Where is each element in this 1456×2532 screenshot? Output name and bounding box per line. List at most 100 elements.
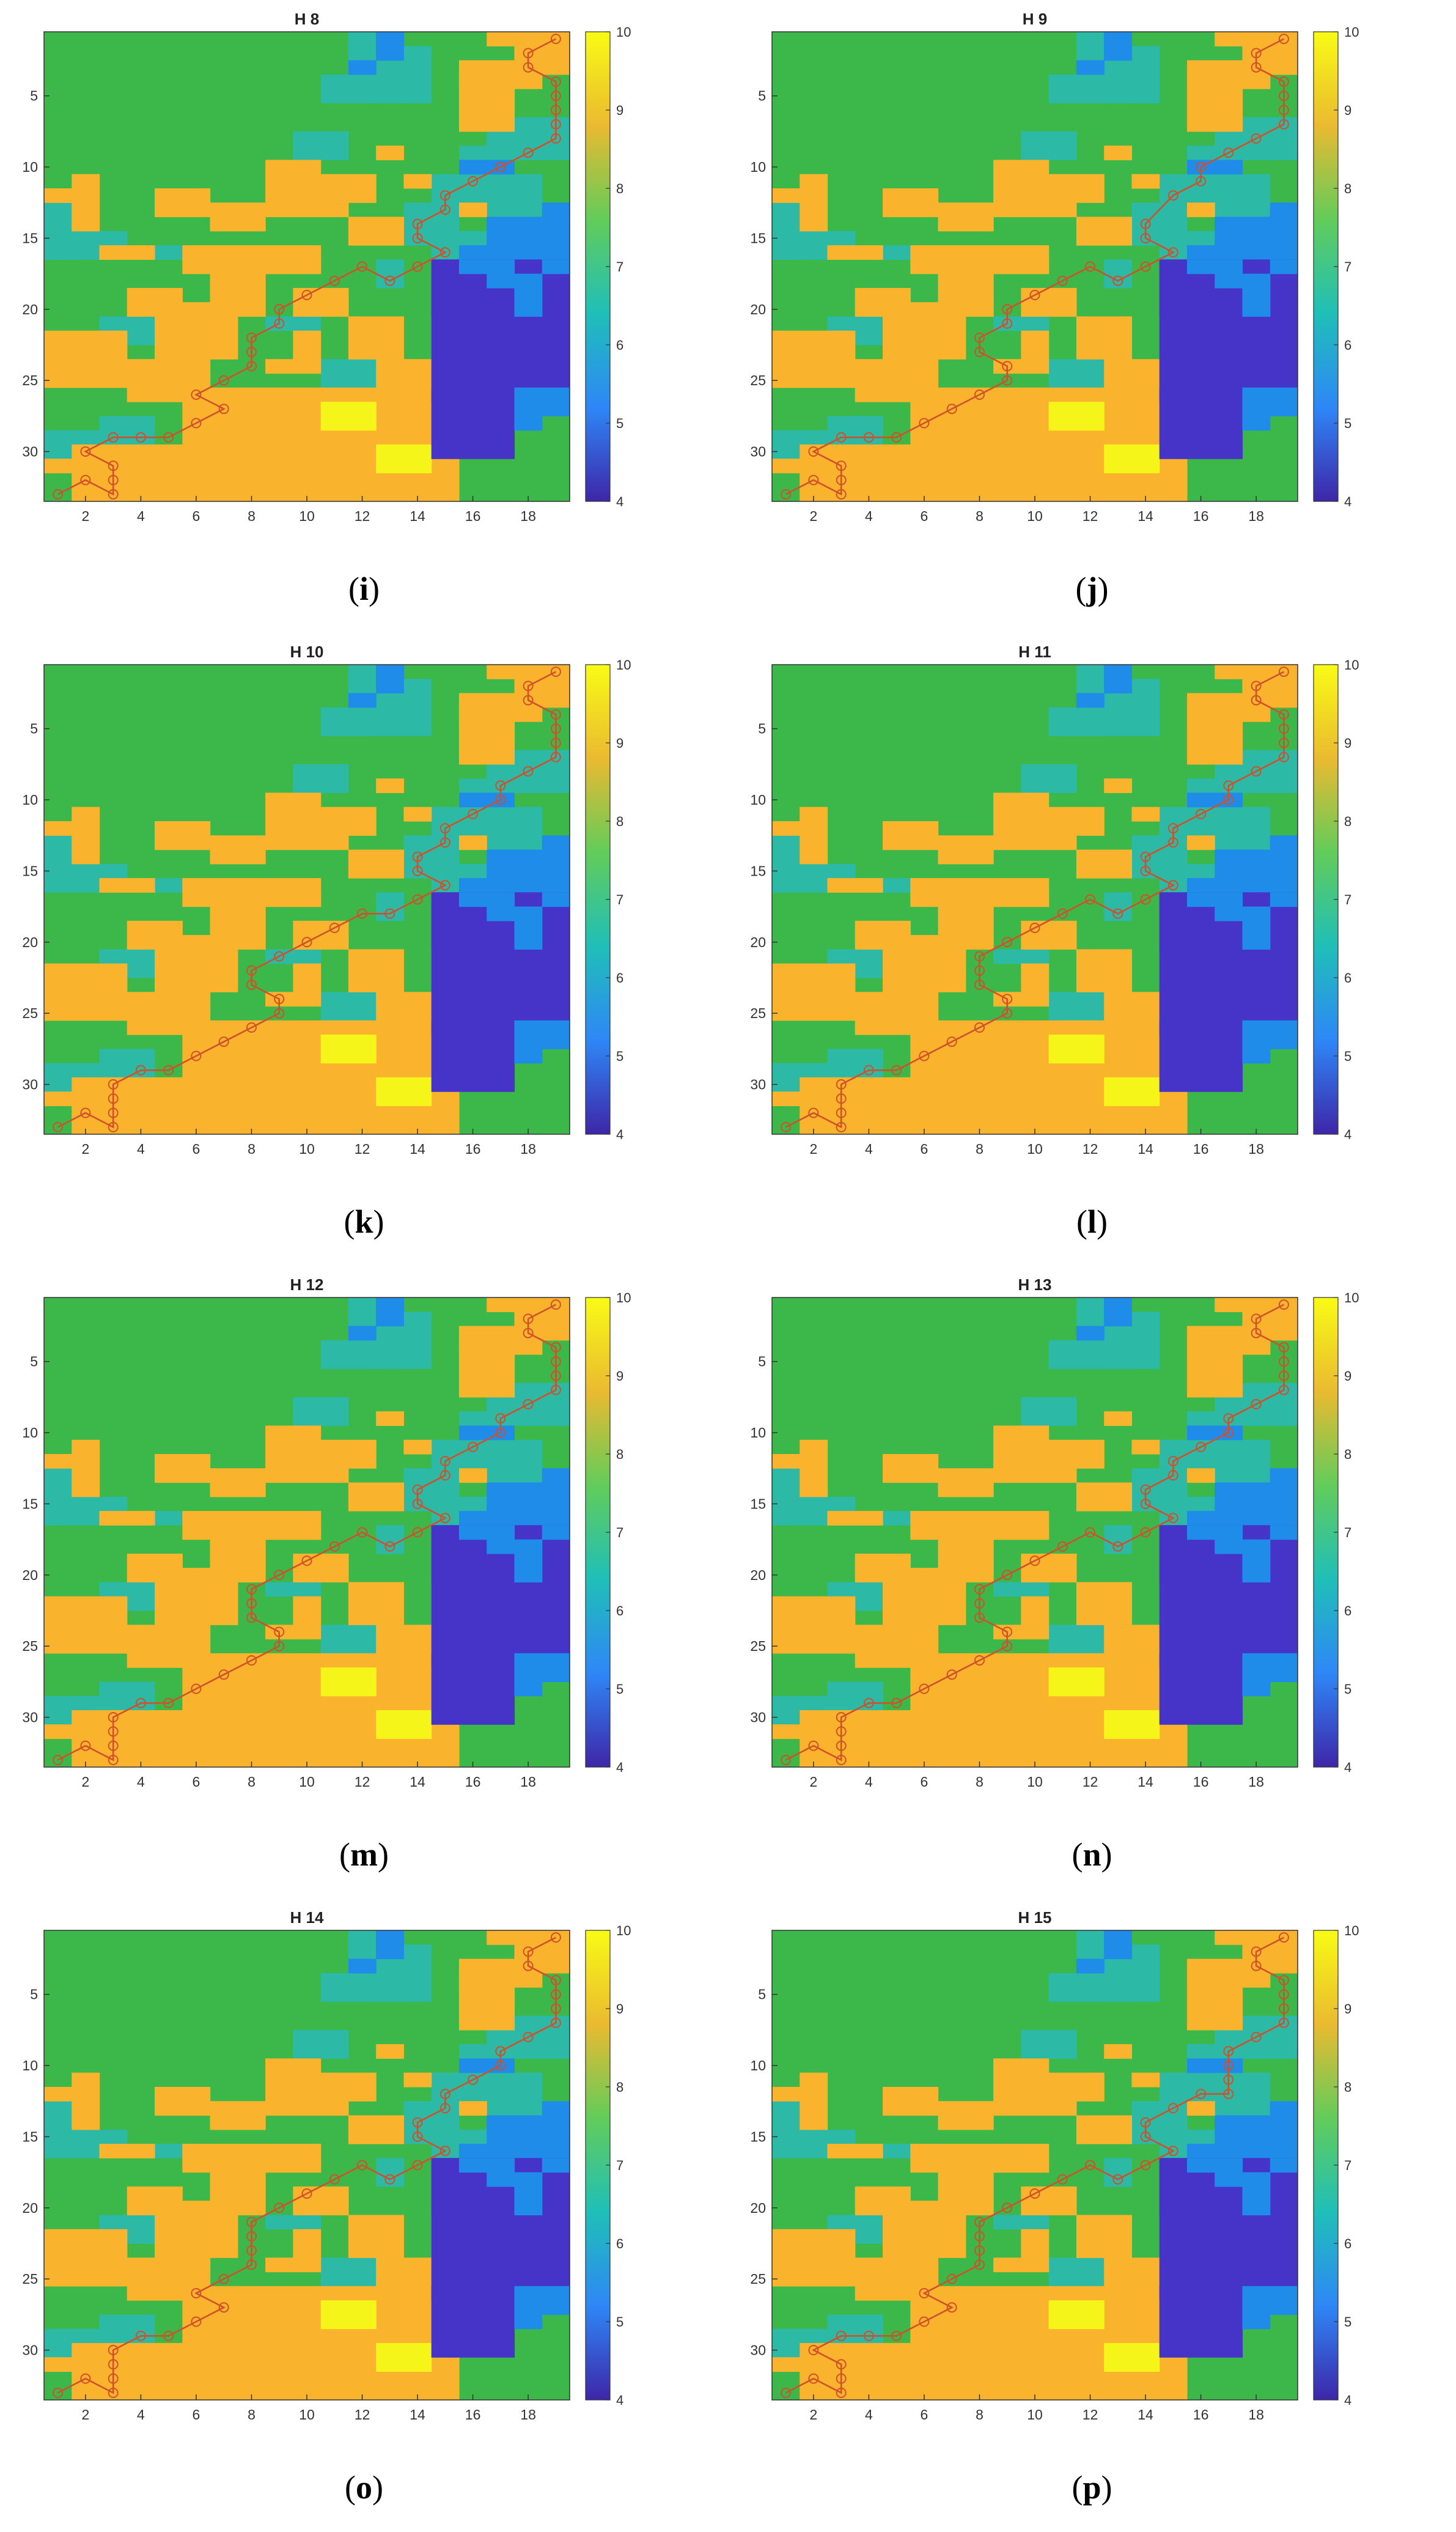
colorbar-tick-label: 10: [1344, 657, 1359, 673]
x-tick-label: 18: [1248, 508, 1264, 524]
colorbar-tick-label: 4: [616, 2393, 623, 2408]
path-point: [1223, 2046, 1234, 2057]
y-tick-label: 15: [750, 1496, 766, 1511]
path-point: [523, 695, 534, 706]
path-point: [974, 332, 985, 343]
path-point: [246, 347, 257, 358]
path-point: [468, 2074, 479, 2085]
colorbar-tick-label: 5: [616, 2314, 623, 2330]
colorbar-tick-label: 8: [1344, 2080, 1351, 2095]
y-tick-label: 20: [750, 1567, 766, 1583]
chart-panel-m: H 12 2 4 6 8 10 12 14 16 18 5 10 15 20 25 30 4 5 6 7 8 9 10 (m): [0, 1266, 728, 1899]
x-tick-label: 4: [865, 508, 873, 524]
path-point: [836, 2359, 847, 2370]
path-point: [1278, 709, 1289, 720]
path-point: [357, 908, 367, 919]
path-point: [412, 894, 423, 905]
path-point: [191, 1050, 202, 1061]
heatmap-chart: H 12 2 4 6 8 10 12 14 16 18 5 10 15 20 25 30 4 5 6 7 8 9 10: [22, 1275, 631, 1790]
panel-caption: (n): [1072, 1836, 1112, 1873]
path-point: [550, 1370, 561, 1381]
x-tick-label: 12: [1083, 2407, 1098, 2423]
path-point: [836, 1740, 847, 1751]
path-point: [836, 1093, 847, 1104]
path-point: [863, 2330, 874, 2341]
path-point: [108, 1754, 119, 1765]
path-point: [246, 2259, 257, 2270]
path-point: [1140, 1484, 1151, 1495]
path-point: [919, 2288, 930, 2298]
path-point: [1278, 1370, 1289, 1381]
x-tick-label: 14: [410, 2407, 425, 2423]
path-point: [550, 1384, 561, 1395]
x-tick-label: 16: [465, 2407, 481, 2423]
colorbar-tick-label: 9: [1344, 2001, 1351, 2017]
path-point: [80, 1107, 91, 1118]
y-tick-label: 15: [750, 230, 766, 246]
path-point: [246, 332, 257, 343]
path-point: [274, 2202, 285, 2213]
y-tick-label: 10: [750, 1425, 766, 1441]
path-point: [246, 1584, 257, 1595]
path-point: [1278, 2003, 1289, 2014]
path-point: [946, 2302, 957, 2313]
path-point: [53, 489, 64, 500]
x-tick-label: 12: [355, 1774, 370, 1790]
path-point: [191, 1683, 202, 1694]
path-point: [108, 460, 119, 471]
path-point: [301, 1556, 312, 1566]
path-point: [836, 1726, 847, 1737]
path-point: [1085, 894, 1095, 905]
y-tick-label: 10: [22, 2058, 38, 2073]
path-point: [1140, 1499, 1151, 1509]
path-point: [974, 2216, 985, 2227]
y-tick-label: 15: [22, 2128, 38, 2144]
path-point: [357, 1527, 367, 1538]
colorbar-tick-label: 6: [1344, 2236, 1351, 2251]
path-point: [974, 2259, 985, 2270]
path-point: [1278, 1989, 1289, 2000]
path-point: [468, 175, 479, 186]
x-tick-label: 14: [410, 1141, 425, 1157]
x-tick-label: 10: [1027, 1774, 1043, 1790]
path-point: [1278, 34, 1289, 45]
path-point: [523, 1946, 534, 1957]
colorbar-tick-label: 5: [1344, 416, 1351, 431]
path-point: [495, 1413, 506, 1424]
heatmap-chart: H 14 2 4 6 8 10 12 14 16 18 5 10 15 20 25 30 4 5 6 7 8 9 10: [22, 1908, 631, 2423]
path-point: [246, 1612, 257, 1623]
colorbar-tick-label: 7: [1344, 892, 1351, 907]
colorbar-tick-label: 10: [616, 1290, 631, 1305]
x-tick-label: 2: [81, 2407, 89, 2423]
colorbar-tick-label: 7: [1344, 1525, 1351, 1540]
path-point: [523, 1327, 534, 1338]
path-point: [108, 489, 119, 500]
path-point: [863, 1697, 874, 1708]
path-point: [550, 119, 561, 130]
path-point: [1167, 823, 1178, 834]
heatmap-cells: [44, 32, 570, 501]
path-point: [191, 418, 202, 429]
path-point: [974, 1612, 985, 1623]
path-point: [191, 2288, 202, 2298]
colorbar-tick-label: 10: [1344, 24, 1359, 40]
y-tick-label: 25: [22, 372, 38, 388]
colorbar-tick-label: 6: [616, 2236, 623, 2251]
path-point: [412, 2160, 423, 2171]
path-point: [439, 1513, 450, 1524]
path-point: [974, 2245, 985, 2256]
path-point: [550, 2017, 561, 2028]
colorbar-tick-label: 10: [616, 24, 631, 40]
x-tick-label: 8: [976, 2407, 984, 2423]
path-point: [919, 2316, 930, 2327]
colorbar-tick-label: 7: [1344, 2158, 1351, 2173]
path-point: [1057, 2174, 1068, 2185]
colorbar-tick-label: 10: [1344, 1290, 1359, 1305]
x-tick-label: 4: [137, 1141, 145, 1157]
path-point: [108, 2345, 119, 2355]
x-tick-label: 18: [1248, 1141, 1264, 1157]
path-point: [412, 233, 423, 243]
path-point: [863, 432, 874, 443]
path-point: [550, 1932, 561, 1943]
path-point: [53, 1754, 64, 1765]
